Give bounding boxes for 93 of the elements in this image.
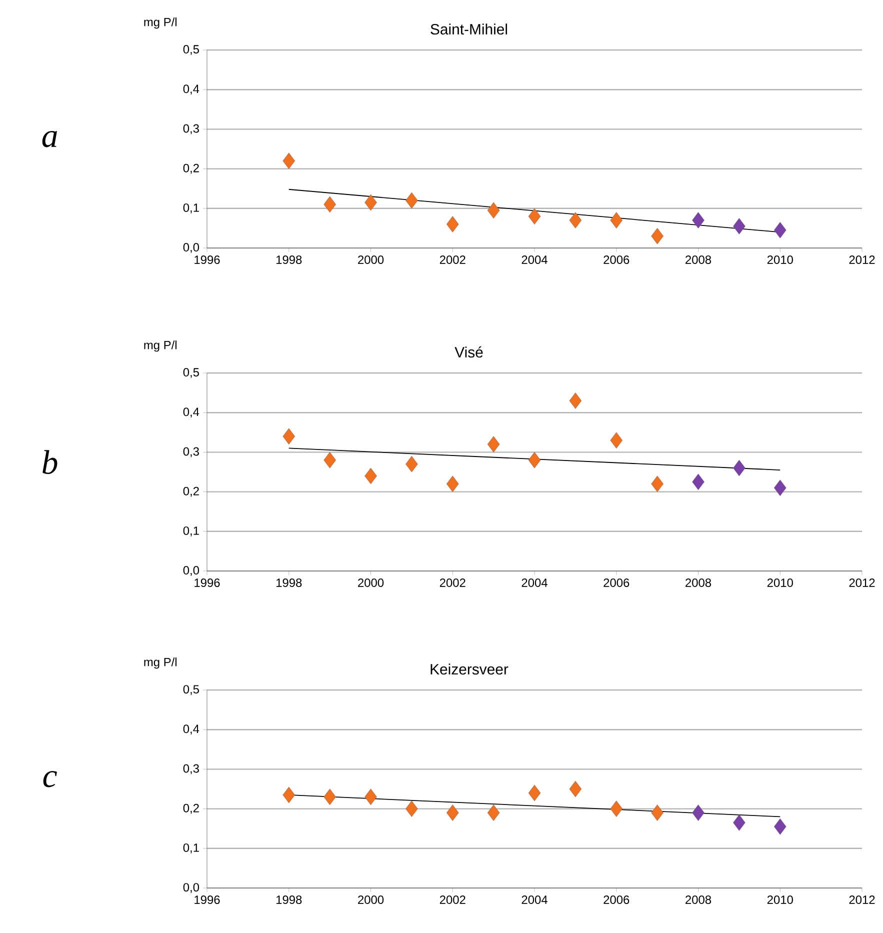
point [406, 456, 418, 472]
y-tick-label: 0,3 [183, 124, 199, 134]
x-tick-label: 2010 [767, 256, 793, 264]
y-tick-label: 0,1 [183, 203, 199, 214]
point [733, 814, 746, 831]
x-tick-label: 1996 [194, 256, 220, 264]
point [774, 818, 786, 835]
point [774, 480, 786, 496]
x-tick-label: 2008 [686, 896, 712, 904]
x-tick-label: 2006 [604, 896, 630, 904]
x-tick-label: 1998 [276, 578, 302, 587]
point [528, 208, 541, 224]
point [364, 194, 377, 211]
point [528, 784, 541, 802]
point [692, 212, 704, 228]
point [610, 212, 623, 228]
x-tick-label: 2008 [686, 256, 712, 264]
point [692, 804, 704, 821]
point [651, 228, 664, 244]
point [406, 800, 418, 817]
point [610, 800, 623, 817]
x-tick-label: 2012 [849, 578, 875, 587]
text: a [42, 130, 57, 148]
x-tick-label: 2010 [767, 578, 793, 587]
y-tick-label: 0,4 [183, 724, 200, 735]
y-tick-label: 0,2 [183, 804, 199, 814]
text: b [42, 450, 58, 474]
point [692, 474, 704, 490]
point [282, 152, 296, 170]
x-tick-label: 1998 [276, 896, 302, 904]
x-tick-label: 2004 [522, 256, 548, 264]
y-tick-label: 0,5 [183, 685, 199, 695]
point [324, 788, 336, 806]
y-tick-label: 0,3 [183, 447, 199, 458]
y-tick-label: 0,3 [183, 764, 199, 774]
x-tick-label: 2002 [440, 578, 466, 587]
point [569, 780, 582, 798]
x-tick-label: 2004 [522, 578, 548, 587]
x-tick-label: 2012 [849, 256, 875, 264]
x-tick-label: 2010 [767, 896, 793, 904]
x-tick-label: 2002 [440, 256, 466, 264]
point [651, 804, 664, 821]
point [733, 460, 746, 476]
y-tick-label: 0,5 [183, 45, 199, 55]
y-tick-label: 0,4 [183, 84, 200, 95]
x-tick-label: 2000 [358, 578, 384, 587]
point [487, 804, 500, 821]
x-tick-label: 2008 [686, 578, 712, 587]
point [569, 212, 582, 228]
y-axis-title: mg P/l [144, 18, 176, 29]
x-tick-label: 1996 [194, 896, 220, 904]
y-tick-label: 0,1 [183, 526, 199, 536]
y-tick-label: 0,4 [183, 408, 200, 418]
point [487, 436, 500, 452]
point [733, 218, 746, 234]
x-tick-label: 2000 [358, 896, 384, 904]
x-tick-label: 2004 [522, 896, 548, 904]
chart-title: Visé [454, 346, 483, 358]
point [406, 192, 418, 209]
point [364, 788, 377, 806]
y-tick-label: 0,1 [183, 843, 199, 854]
point [528, 452, 541, 468]
text: c [43, 770, 57, 788]
chart-title: Saint-Mihiel [430, 24, 508, 35]
point [324, 196, 336, 213]
y-axis-title: mg P/l [144, 340, 176, 352]
x-tick-label: 1998 [276, 256, 302, 264]
point [446, 216, 459, 232]
point [774, 222, 786, 238]
point [487, 202, 500, 219]
y-tick-label: 0,0 [183, 566, 200, 576]
x-tick-label: 2002 [440, 896, 466, 904]
point [446, 476, 459, 492]
point [364, 468, 377, 484]
point [651, 476, 664, 492]
y-tick-label: 0,5 [183, 368, 199, 378]
point [446, 804, 459, 821]
x-tick-label: 2006 [604, 256, 630, 264]
y-tick-label: 0,0 [183, 883, 200, 893]
y-tick-label: 0,2 [183, 486, 199, 497]
x-tick-label: 2012 [849, 896, 875, 904]
x-tick-label: 1996 [194, 578, 220, 587]
y-axis-title: mg P/l [144, 658, 176, 669]
x-tick-label: 2006 [604, 578, 630, 587]
point [282, 786, 296, 804]
chart-title: Keizersveer [430, 664, 508, 675]
point [610, 432, 623, 448]
point [324, 452, 336, 468]
point [282, 428, 296, 445]
y-tick-label: 0,0 [183, 243, 200, 253]
y-tick-label: 0,2 [183, 164, 199, 174]
point [569, 392, 582, 409]
x-tick-label: 2000 [358, 256, 384, 264]
